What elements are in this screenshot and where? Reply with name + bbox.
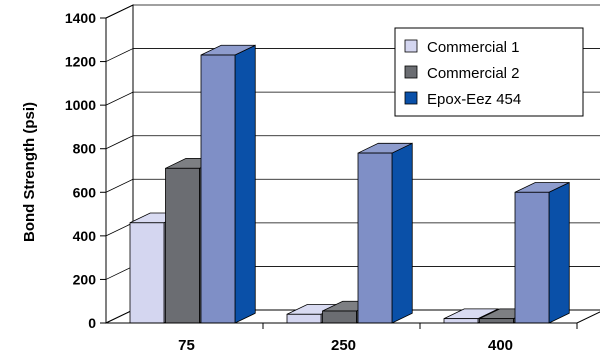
y-tick-label: 800 [73, 141, 97, 157]
bar [514, 181, 570, 324]
legend-label: Epox-Eez 454 [427, 91, 521, 108]
gridline-side [105, 266, 134, 280]
x-tick-label: 400 [488, 337, 513, 354]
bar [200, 44, 256, 324]
y-tick-label: 1400 [65, 10, 96, 26]
y-axis-label: Bond Strength (psi) [21, 102, 38, 242]
legend-label: Commercial 1 [427, 39, 520, 56]
bar-front [286, 313, 322, 324]
y-tick-label: 600 [73, 184, 97, 200]
legend: Commercial 1 Commercial 2 Epox-Eez 454 [394, 27, 584, 117]
x-axis: 75 250 400 [106, 322, 578, 354]
legend-label: Commercial 2 [427, 65, 520, 82]
gridline-side [105, 4, 134, 19]
legend-swatch [404, 91, 418, 105]
side-wall [105, 4, 134, 324]
gridline-side [105, 135, 134, 150]
bar-front [129, 222, 165, 324]
y-tick-label: 0 [88, 315, 96, 331]
bar-front [479, 318, 514, 324]
bar-front [200, 54, 236, 324]
bar-side [548, 181, 570, 324]
bar-front [443, 318, 479, 324]
bar [357, 142, 413, 324]
gridline-side [105, 222, 134, 237]
y-tick-label: 1200 [65, 54, 96, 70]
bar-side [234, 44, 256, 324]
gridline-side [105, 48, 134, 62]
bar-side [391, 142, 413, 324]
gridline-side [105, 91, 134, 106]
bars [129, 44, 570, 324]
gridline-side [105, 178, 134, 193]
legend-swatch [404, 65, 418, 79]
bar-front [165, 167, 200, 324]
legend-swatch [404, 39, 418, 53]
bar-front [357, 152, 393, 324]
bar-front [514, 191, 550, 324]
legend-box [394, 27, 584, 117]
y-tick-label: 400 [73, 228, 97, 244]
y-axis: 0 200 400 600 800 1000 1200 1400 [65, 10, 107, 331]
y-tick-label: 200 [73, 271, 97, 287]
bar-front [322, 310, 357, 324]
x-tick-label: 75 [178, 337, 195, 354]
y-tick-label: 1000 [65, 97, 96, 113]
x-tick-label: 250 [331, 337, 356, 354]
